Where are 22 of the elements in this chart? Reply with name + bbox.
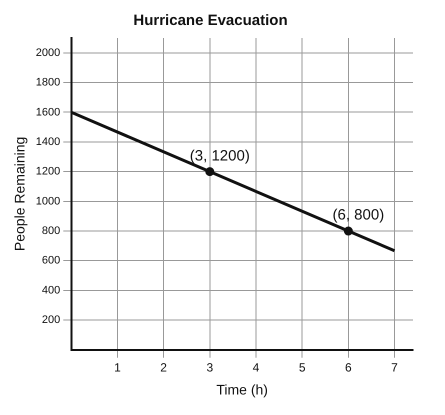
x-tick-label: 5	[298, 360, 306, 374]
x-tick-label: 6	[345, 360, 352, 374]
x-tick-label: 1	[114, 360, 122, 374]
x-tick-label: 3	[206, 360, 214, 374]
annotation: (6, 800)	[332, 206, 384, 224]
x-tick-label: 4	[252, 360, 260, 374]
y-tick-label: 400	[42, 284, 60, 296]
y-tick-label: 1400	[36, 136, 60, 148]
y-tick-label: 1200	[36, 166, 60, 178]
y-tick-label: 600	[42, 254, 60, 267]
y-axis-title: People Remaining	[11, 136, 28, 252]
chart-title: Hurricane Evacuation	[133, 12, 288, 30]
y-tick-label: 200	[42, 314, 60, 326]
y-tick-label: 1000	[36, 195, 60, 208]
x-tick-label: 7	[391, 360, 398, 374]
x-tick-label: 2	[160, 360, 168, 374]
x-axis-title: Time (h)	[216, 381, 268, 398]
annotation: (3, 1200)	[190, 147, 250, 164]
y-tick-label: 1600	[36, 106, 60, 118]
y-tick-label: 2000	[36, 46, 60, 59]
y-tick-label: 1800	[36, 76, 60, 89]
y-tick-label: 800	[42, 225, 60, 238]
